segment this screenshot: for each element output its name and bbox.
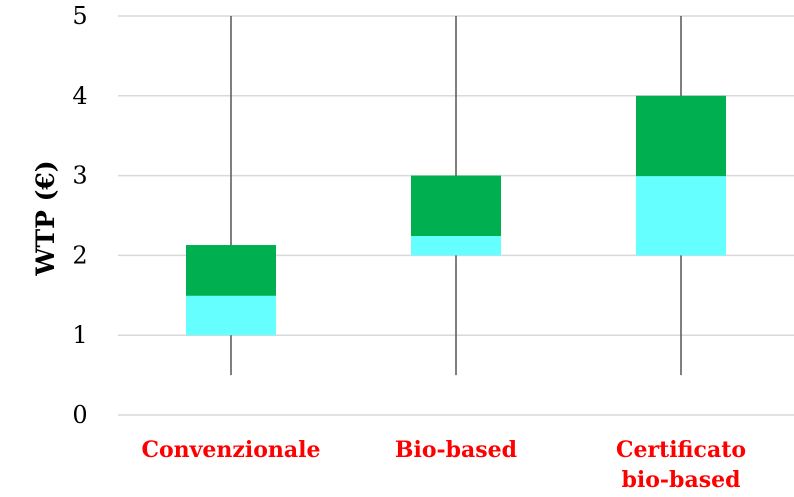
- category-label-1: Convenzionale: [141, 437, 320, 463]
- y-axis-ticks: 0 1 2 3 4 5: [72, 2, 87, 429]
- box-upper-1: [186, 245, 276, 296]
- category-label-2: Bio-based: [395, 437, 517, 463]
- box-lower-2: [411, 235, 501, 256]
- y-axis-title: WTP (€): [31, 160, 60, 276]
- y-tick-label-4: 4: [72, 82, 87, 110]
- box-lower-1: [186, 295, 276, 336]
- y-tick-label-3: 3: [72, 162, 87, 190]
- box-upper-3: [636, 95, 726, 176]
- x-axis-categories: Convenzionale Bio-based Certificato bio-bas…: [141, 437, 746, 493]
- boxes: [186, 95, 726, 336]
- y-tick-label-2: 2: [72, 241, 87, 269]
- y-tick-label-0: 0: [72, 401, 87, 429]
- box-lower-3: [636, 175, 726, 256]
- box-upper-2: [411, 175, 501, 236]
- y-tick-label-5: 5: [72, 2, 87, 30]
- y-tick-label-1: 1: [72, 321, 87, 349]
- category-label-3: Certificato bio-based: [616, 437, 746, 493]
